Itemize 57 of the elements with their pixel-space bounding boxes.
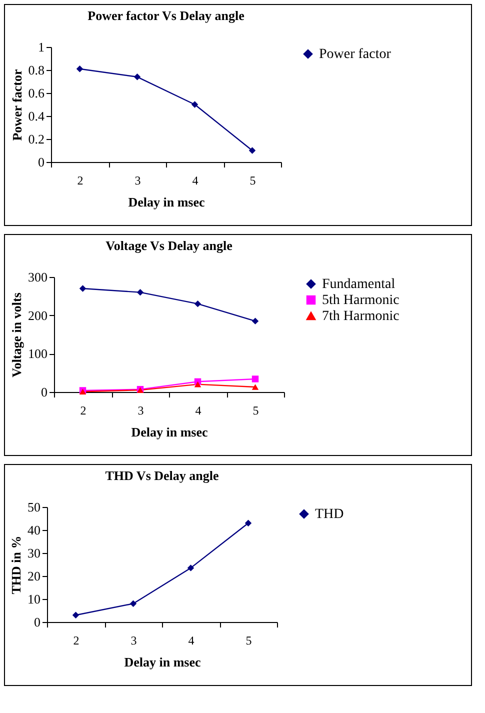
x-tick-label: 3 [130,634,137,648]
y-axis-title: Power factor [9,68,24,141]
x-axis-title: Delay in msec [131,424,208,440]
y-tick-label: 0 [34,614,40,630]
point [248,147,256,154]
point [194,300,202,308]
y-tick-label: 10 [28,592,40,606]
x-axis-title: Delay in msec [128,194,205,210]
x-tick-label: 4 [192,174,198,188]
y-tick-label: 0.6 [28,86,45,100]
x-tick-label: 3 [138,404,144,418]
y-axis-title: THD in % [8,536,24,594]
y-tick-label: 0.8 [28,62,44,78]
point [252,384,259,390]
y-tick-label: 100 [28,346,48,362]
point [187,564,194,572]
chart-title: Voltage Vs Delay angle [106,238,233,253]
y-tick-label: 0 [38,154,44,170]
x-tick-label: 2 [77,174,84,188]
y-tick-label: 0 [41,384,48,400]
x-tick-label: 4 [188,634,194,648]
point [194,381,202,388]
legend-label: 5th Harmonic [322,293,400,308]
point [252,318,259,324]
y-tick-label: 0.2 [28,132,44,146]
legend-label: THD [315,507,344,522]
y-tick-label: 300 [28,270,48,284]
x-tick-label: 4 [195,404,202,418]
x-tick-label: 2 [80,404,86,418]
legend-label: Fundamental [322,277,396,292]
legend-label: Power factor [319,47,392,62]
y-tick-label: 1 [38,40,44,54]
y-tick-label: 50 [28,500,40,514]
y-tick-label: 40 [28,522,40,538]
point [134,74,141,80]
point [76,65,84,72]
x-tick-label: 2 [73,634,80,648]
x-tick-label: 5 [250,174,256,188]
x-tick-label: 5 [246,634,252,648]
point [136,288,144,296]
y-tick-label: 0.4 [28,108,45,124]
point [252,376,259,382]
point [72,612,80,618]
y-axis-title: Voltage in volts [9,292,24,378]
legend-label: 7th Harmonic [322,309,400,324]
x-tick-label: 5 [252,404,259,418]
point [79,285,86,292]
y-tick-label: 20 [28,568,40,584]
x-tick-label: 3 [134,174,141,188]
chart-title: Power factor Vs Delay angle [88,8,245,23]
y-tick-label: 30 [28,546,40,560]
chart-title: THD Vs Delay angle [105,468,219,483]
point [191,101,198,108]
point [130,600,137,607]
point [244,520,252,526]
y-tick-label: 200 [28,308,48,323]
x-axis-title: Delay in msec [124,654,201,670]
